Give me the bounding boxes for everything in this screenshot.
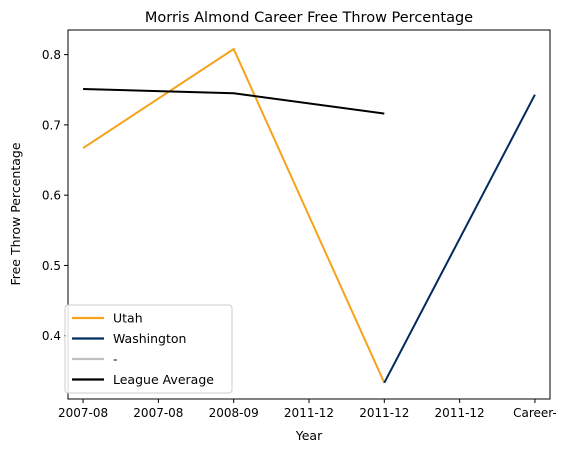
legend: Utah Washington - League Average: [64, 304, 233, 394]
legend-label-washington: Washington: [113, 331, 186, 346]
x-tick-label: 2007-08: [58, 406, 108, 420]
x-tick-label: 2011-12: [359, 406, 409, 420]
series-line-utah: [82, 47, 386, 384]
legend-label-unnamed: -: [113, 352, 118, 367]
x-tick-label: 2008-09: [209, 406, 259, 420]
y-tick-label: 0.7: [42, 118, 61, 132]
y-tick-label: 0.5: [42, 259, 61, 273]
chart-title: Morris Almond Career Free Throw Percenta…: [145, 10, 473, 26]
x-tick-label: 2007-08: [133, 406, 183, 420]
legend-frame: [64, 304, 233, 394]
y-tick-label: 0.8: [42, 48, 61, 62]
y-tick-label: 0.4: [42, 329, 61, 343]
y-axis: 0.4 0.5 0.6 0.7 0.8: [42, 48, 68, 343]
legend-entries: Utah Washington - League Average: [72, 311, 214, 387]
x-axis-label: Year: [295, 428, 323, 443]
legend-label-utah: Utah: [113, 311, 143, 326]
y-tick-label: 0.6: [42, 189, 61, 203]
x-tick-label: 2011-12: [284, 406, 334, 420]
plot-lines: [82, 47, 536, 384]
legend-label-league-average: League Average: [113, 372, 214, 387]
series-line-league-average: [83, 88, 385, 115]
x-axis: 2007-08 2007-08 2008-09 2011-12 2011-12 2011-…: [58, 399, 557, 420]
y-axis-label: Free Throw Percentage: [8, 142, 23, 285]
x-tick-label: Career-: [513, 406, 557, 420]
series-line-washington: [383, 94, 536, 384]
x-tick-label: 2011-12: [435, 406, 485, 420]
